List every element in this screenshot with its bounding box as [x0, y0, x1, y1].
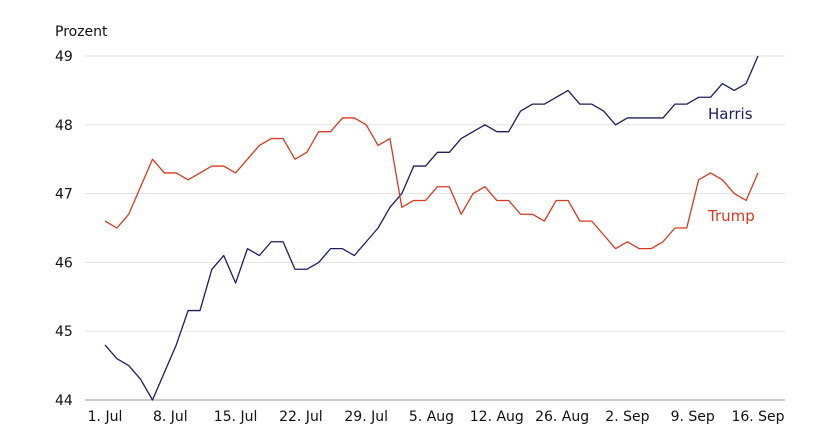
x-tick-label: 12. Aug [470, 409, 524, 425]
x-tick-label: 1. Jul [88, 409, 123, 425]
series-labels: Harris Trump [707, 105, 755, 225]
x-tick-label: 5. Aug [409, 409, 454, 425]
series-line-harris [104, 55, 759, 401]
series-label-harris: Harris [708, 105, 753, 123]
series-line-trump [104, 117, 759, 250]
x-axis-ticks: 1. Jul 8. Jul 15. Jul 22. Jul 29. Jul 5. Aug 1… [88, 409, 785, 425]
x-tick-label: 8. Jul [153, 409, 188, 425]
y-axis-ticks: 44 45 46 47 48 49 [55, 49, 73, 409]
x-tick-label: 9. Sep [671, 409, 715, 425]
y-tick-label: 45 [55, 324, 73, 340]
y-tick-label: 49 [55, 49, 73, 65]
series-lines [104, 55, 759, 401]
x-tick-label: 16. Sep [731, 409, 784, 425]
y-tick-label: 47 [55, 187, 73, 203]
y-tick-label: 44 [55, 393, 73, 409]
y-tick-label: 48 [55, 118, 73, 134]
series-label-trump: Trump [707, 207, 755, 225]
x-tick-label: 29. Jul [344, 409, 388, 425]
y-tick-label: 46 [55, 255, 73, 271]
x-tick-label: 22. Jul [279, 409, 323, 425]
gridlines [85, 55, 785, 401]
y-axis-unit-label: Prozent [55, 24, 108, 40]
x-tick-label: 15. Jul [214, 409, 258, 425]
x-tick-label: 26. Aug [535, 409, 589, 425]
x-tick-label: 2. Sep [605, 409, 649, 425]
